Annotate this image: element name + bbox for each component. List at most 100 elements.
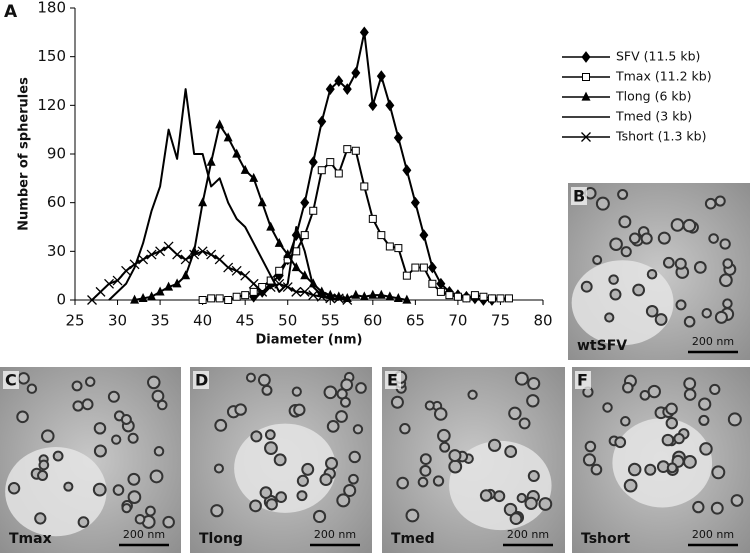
cross-marker — [146, 249, 157, 260]
particle — [52, 450, 64, 462]
cross-marker — [231, 265, 242, 276]
triangle-marker — [385, 291, 395, 301]
particle — [340, 378, 354, 392]
x-tick-label: 75 — [491, 312, 510, 330]
particle — [714, 310, 728, 324]
triangle-marker — [215, 119, 225, 129]
diamond-marker — [410, 196, 420, 209]
letter-bg — [571, 187, 587, 205]
cross-marker — [121, 265, 132, 276]
diamond-marker — [402, 164, 412, 177]
diamond-marker — [351, 67, 361, 79]
square-marker — [479, 292, 488, 301]
particle — [343, 483, 357, 498]
particle — [145, 505, 156, 517]
particle — [609, 237, 623, 252]
particle — [335, 410, 348, 423]
square-marker — [360, 182, 369, 191]
cytoplasm-clear — [449, 440, 552, 531]
particle — [77, 516, 90, 528]
particle — [112, 484, 125, 496]
particle — [683, 377, 697, 391]
cross-marker — [206, 249, 217, 260]
panel-caption: Tshort — [581, 531, 631, 547]
particle — [629, 232, 641, 245]
cross-marker — [104, 278, 114, 289]
particle — [17, 372, 30, 385]
triangle-marker — [402, 294, 412, 304]
legend-label: Tshort (1.3 kb) — [615, 129, 706, 144]
particle — [71, 380, 83, 392]
particle — [291, 386, 302, 397]
particle — [432, 475, 445, 487]
diamond-marker — [325, 83, 335, 95]
cross-marker — [138, 254, 149, 265]
particle — [348, 450, 361, 464]
particle — [301, 462, 315, 476]
triangle-marker — [368, 289, 378, 299]
y-tick-label: 180 — [37, 0, 66, 17]
particle — [701, 308, 712, 319]
letter-bg — [385, 371, 401, 389]
particle — [396, 476, 409, 490]
particle — [467, 389, 478, 400]
particle — [504, 445, 518, 458]
particle — [127, 432, 139, 444]
particle — [134, 513, 146, 525]
particle — [714, 195, 726, 207]
cross-marker — [282, 282, 293, 292]
particle — [645, 304, 659, 318]
particle — [730, 494, 744, 507]
particle — [673, 433, 685, 445]
particle — [419, 465, 432, 477]
particle — [508, 406, 522, 421]
triangle-marker — [393, 292, 403, 302]
particle — [722, 258, 734, 269]
particle — [526, 394, 540, 408]
square-marker — [470, 291, 479, 300]
particle — [627, 462, 642, 477]
particle — [644, 463, 657, 476]
square-marker — [326, 158, 335, 167]
particle — [319, 473, 333, 487]
letter-bg — [3, 371, 19, 389]
square-marker — [445, 291, 454, 300]
particle — [710, 501, 724, 515]
square-marker — [351, 146, 360, 155]
triangle-marker — [291, 262, 301, 272]
particle — [479, 489, 493, 502]
particle — [704, 197, 717, 210]
particle — [666, 462, 678, 474]
square-marker — [275, 266, 284, 275]
particle — [670, 218, 685, 232]
particle — [646, 268, 658, 280]
x-tick-label: 30 — [108, 312, 127, 330]
triangle-marker — [300, 270, 310, 280]
x-tick-label: 45 — [236, 312, 255, 330]
panel-label: A — [4, 2, 18, 22]
cross-marker — [197, 246, 208, 257]
particle — [336, 493, 351, 508]
particle — [709, 383, 721, 396]
particle — [647, 384, 661, 399]
triangle-marker — [206, 156, 216, 166]
diamond-marker — [300, 196, 310, 209]
diamond-marker — [317, 115, 327, 128]
cross-marker — [316, 291, 327, 302]
particle — [156, 399, 168, 411]
particle — [640, 232, 653, 245]
particle — [153, 446, 165, 457]
particle — [93, 422, 107, 435]
particle — [657, 231, 671, 245]
particle — [107, 390, 120, 403]
diamond-marker — [342, 83, 352, 95]
micrograph: E Tmed 200 nm — [382, 367, 565, 553]
triangle-marker — [359, 291, 369, 301]
particle — [264, 429, 276, 441]
panel-caption: Tmed — [391, 531, 435, 547]
square-marker — [215, 294, 224, 303]
scale-label: 200 nm — [123, 528, 165, 541]
particle — [259, 486, 273, 499]
cross-marker — [274, 278, 285, 289]
